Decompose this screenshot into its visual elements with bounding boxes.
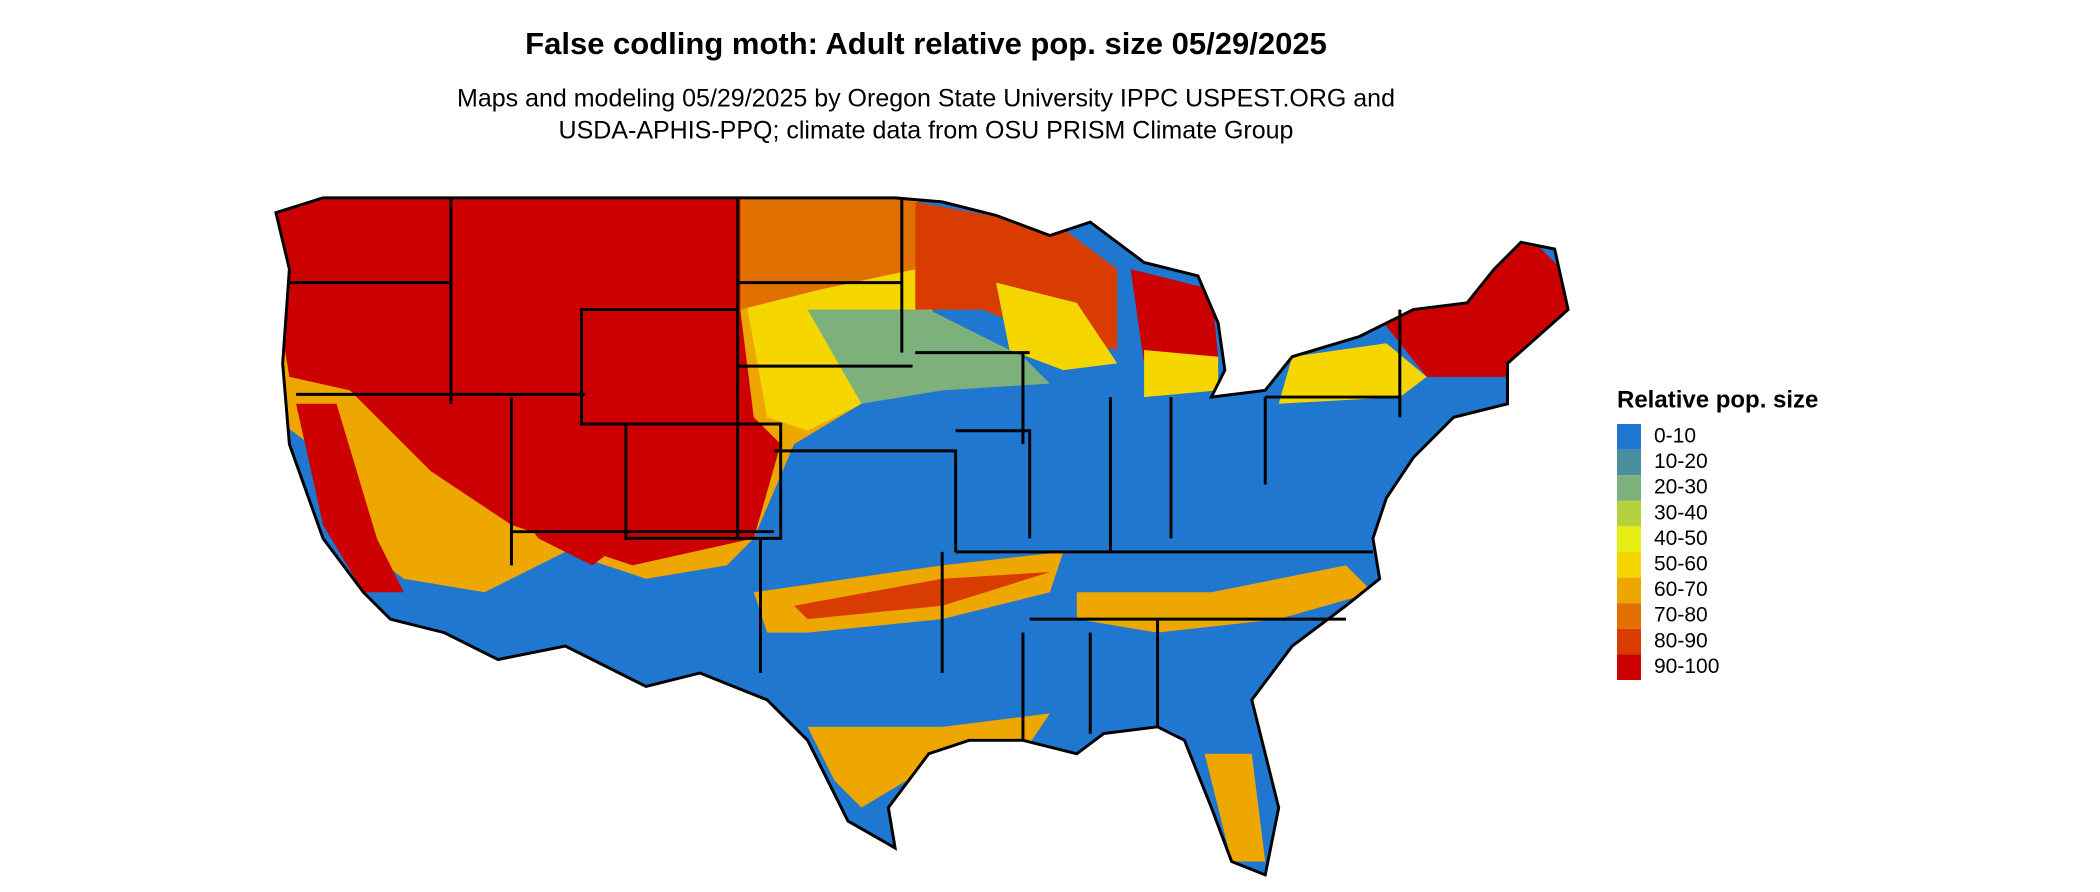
state-borders <box>289 197 1402 741</box>
legend-label: 80-90 <box>1654 629 1708 652</box>
map-subtitle: Maps and modeling 05/29/2025 by Oregon S… <box>457 85 1395 113</box>
legend-label: 50-60 <box>1654 553 1708 576</box>
legend-swatch <box>1617 654 1641 680</box>
legend-swatch <box>1617 628 1641 655</box>
legend-label: 20-30 <box>1654 476 1708 499</box>
map <box>274 196 1570 877</box>
legend-swatch <box>1617 449 1641 476</box>
legend-title: Relative pop. size <box>1617 386 1818 413</box>
legend-swatch <box>1617 603 1641 629</box>
zone <box>807 309 1050 404</box>
map-subtitle: USDA-APHIS-PPQ; climate data from OSU PR… <box>559 117 1294 145</box>
legend-label: 0-10 <box>1654 425 1696 448</box>
legend-label: 60-70 <box>1654 578 1708 601</box>
zone <box>1204 753 1266 862</box>
legend-swatch <box>1617 577 1641 604</box>
legend-swatch <box>1617 475 1641 501</box>
legend-label: 30-40 <box>1654 501 1708 524</box>
map-fill <box>275 197 1569 875</box>
legend-swatch <box>1617 552 1641 578</box>
zone <box>726 197 916 310</box>
map-title: False codling moth: Adult relative pop. … <box>525 26 1327 61</box>
legend-label: 10-20 <box>1654 450 1708 473</box>
zone <box>1076 565 1373 633</box>
zone <box>1130 269 1219 377</box>
legend-label: 90-100 <box>1654 655 1719 678</box>
zone <box>794 572 1050 620</box>
zone <box>1144 349 1219 398</box>
legend-swatch <box>1617 424 1641 450</box>
zone <box>296 403 404 593</box>
zone <box>996 282 1118 371</box>
zone <box>1278 343 1427 404</box>
country-outline <box>274 196 1570 877</box>
zone <box>275 197 781 566</box>
legend-swatch <box>1617 500 1641 527</box>
legend-label: 70-80 <box>1654 604 1708 627</box>
legend-swatch <box>1617 526 1641 552</box>
zone <box>498 403 647 566</box>
legend-label: 40-50 <box>1654 527 1708 550</box>
